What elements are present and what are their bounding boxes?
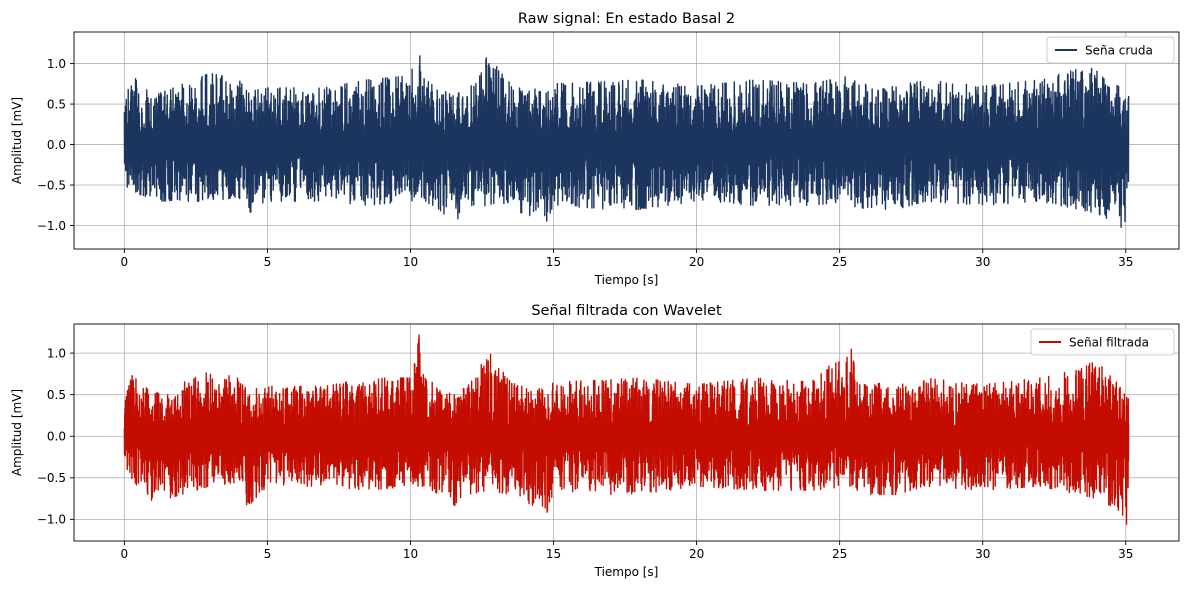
top-xtick-label-4: 20 — [689, 255, 704, 269]
bottom-subplot: 0 5 10 15 20 25 30 35 −1.0 −0.5 0.0 0.5 1.0 Señal fil… — [10, 303, 1180, 579]
top-xtick-label-1: 5 — [264, 255, 272, 269]
bottom-xtick-label-4: 20 — [689, 547, 704, 561]
bottom-ytick-label-0: −1.0 — [37, 513, 66, 527]
bottom-legend-box — [1030, 328, 1175, 356]
top-y-axis-label: Amplitud [mV] — [10, 97, 24, 184]
bottom-xtick-label-1: 5 — [264, 547, 272, 561]
bottom-y-axis-label: Amplitud [mV] — [10, 389, 24, 476]
top-series-line — [123, 55, 1130, 228]
top-ytick-label-4: 1.0 — [47, 57, 66, 71]
top-legend-label: Seña cruda — [1085, 44, 1153, 58]
bottom-xtick-label-3: 15 — [546, 547, 561, 561]
bottom-ytick-label-1: −0.5 — [37, 471, 66, 485]
bottom-x-axis-label: Tiempo [s] — [594, 565, 659, 579]
top-ytick-label-0: −1.0 — [37, 219, 66, 233]
top-ytick-label-1: −0.5 — [37, 178, 66, 192]
bottom-legend: Señal filtrada — [1030, 328, 1175, 356]
top-xtick-label-5: 25 — [832, 255, 847, 269]
bottom-ytick-label-4: 1.0 — [47, 346, 66, 360]
bottom-axes-frame — [73, 323, 1180, 542]
top-chart-title: Raw signal: En estado Basal 2 — [518, 11, 735, 27]
top-axes-frame — [73, 31, 1180, 250]
bottom-legend-label: Señal filtrada — [1069, 336, 1149, 350]
top-subplot: 0 5 10 15 20 25 30 35 −1.0 −0.5 0.0 0.5 1.0 Raw signa… — [10, 11, 1180, 287]
bottom-xtick-label-2: 10 — [403, 547, 418, 561]
bottom-xtick-label-6: 30 — [975, 547, 990, 561]
top-x-axis-label: Tiempo [s] — [594, 273, 659, 287]
top-xtick-label-0: 0 — [121, 255, 129, 269]
top-xtick-label-7: 35 — [1118, 255, 1133, 269]
bottom-series-line — [123, 334, 1130, 525]
bottom-ytick-label-3: 0.5 — [47, 388, 66, 402]
top-xtick-label-3: 15 — [546, 255, 561, 269]
top-legend: Seña cruda — [1046, 36, 1175, 64]
bottom-xtick-label-7: 35 — [1118, 547, 1133, 561]
bottom-ytick-label-2: 0.0 — [47, 430, 66, 444]
top-xtick-label-2: 10 — [403, 255, 418, 269]
bottom-xtick-label-0: 0 — [121, 547, 129, 561]
top-ytick-label-3: 0.5 — [47, 97, 66, 111]
bottom-chart-title: Señal filtrada con Wavelet — [531, 303, 722, 319]
top-xtick-label-6: 30 — [975, 255, 990, 269]
top-ytick-label-2: 0.0 — [47, 138, 66, 152]
top-legend-box — [1046, 36, 1175, 64]
bottom-xtick-label-5: 25 — [832, 547, 847, 561]
